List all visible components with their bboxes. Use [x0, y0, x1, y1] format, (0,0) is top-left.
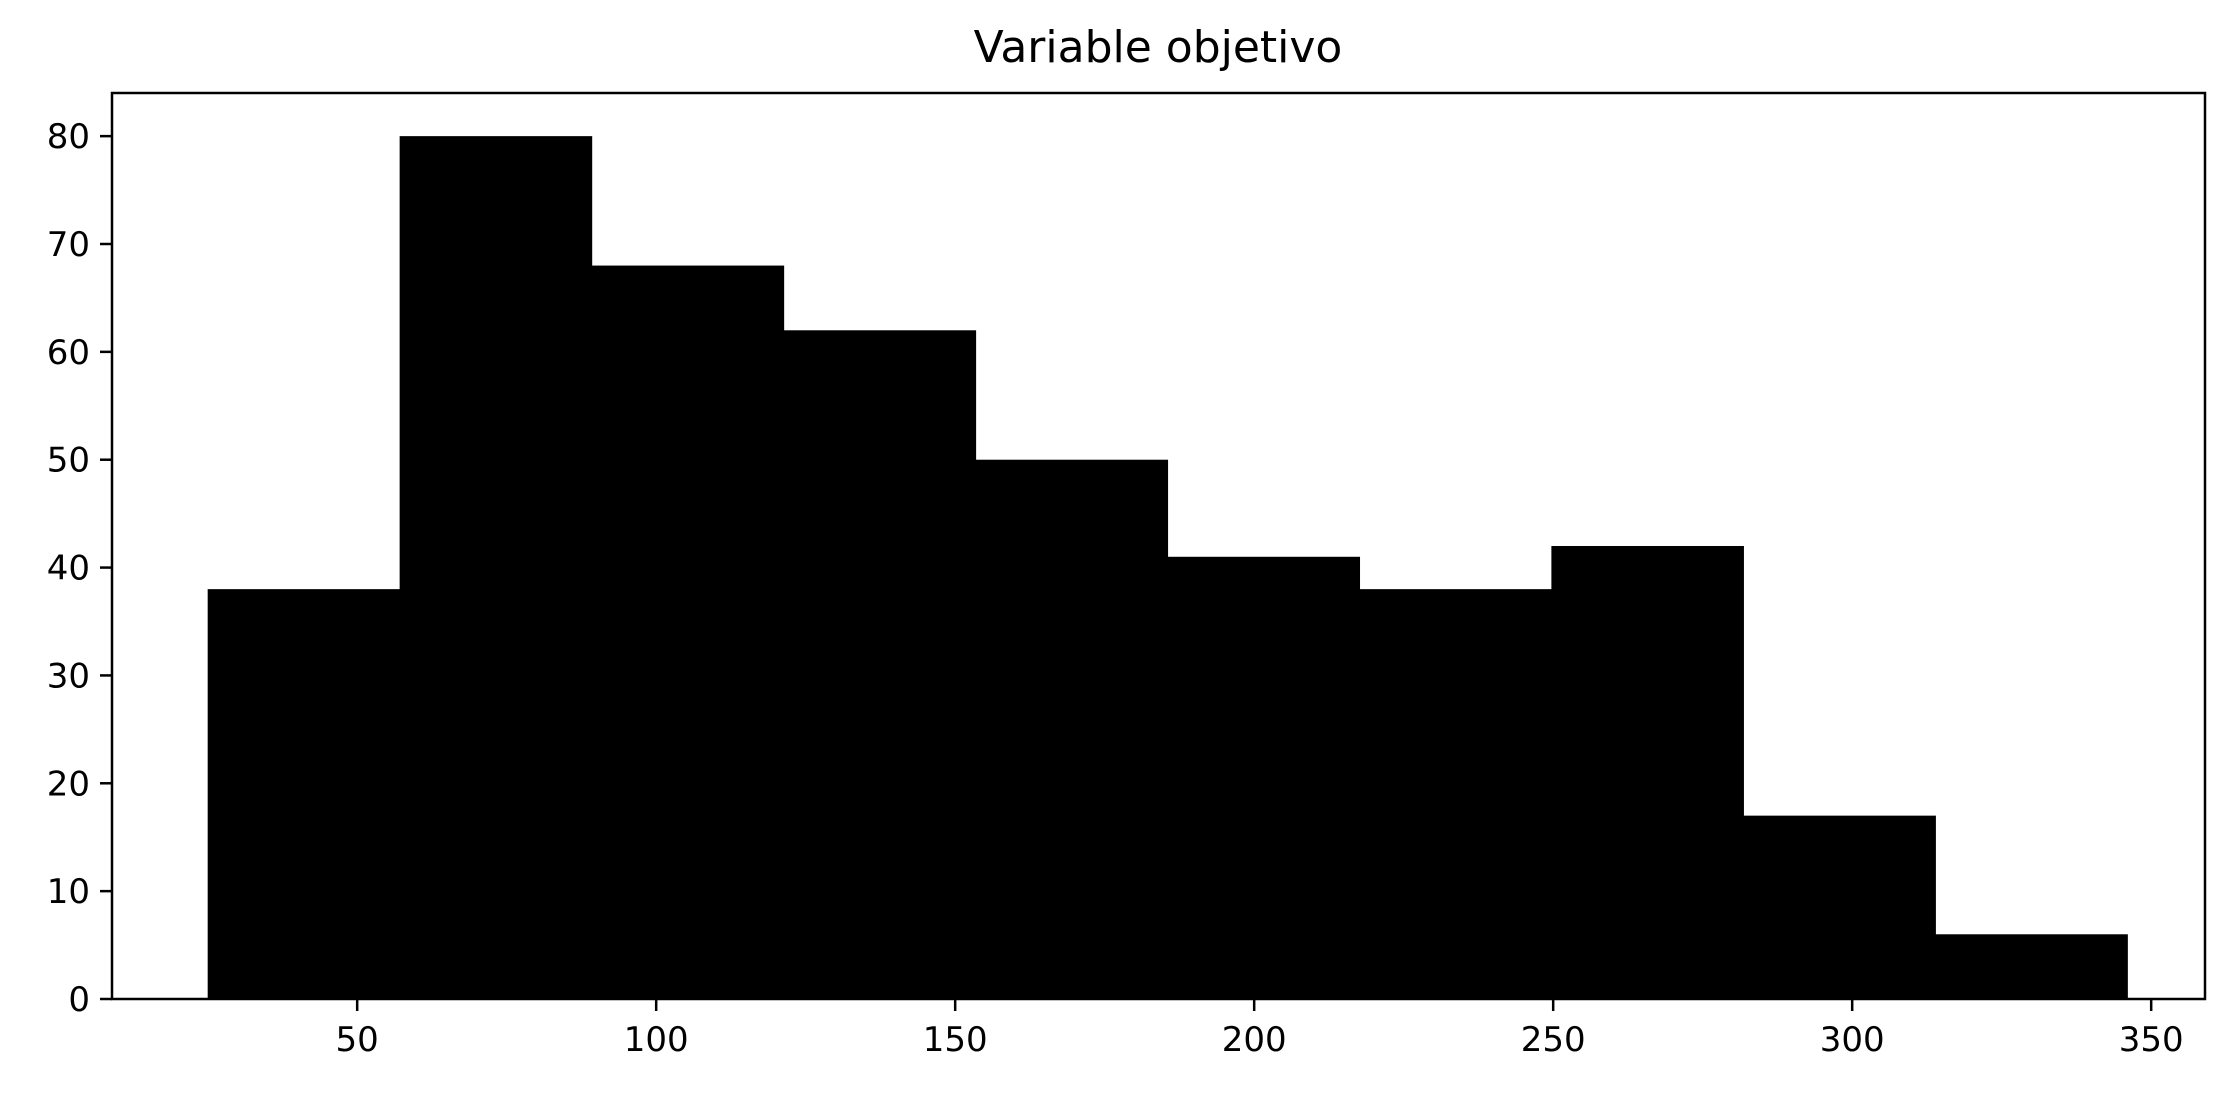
y-tick-label: 20: [47, 764, 90, 804]
histogram-bar: [207, 589, 401, 999]
x-tick-label: 200: [1222, 1020, 1287, 1060]
chart-title: Variable objetivo: [974, 22, 1343, 73]
bars-layer: [207, 136, 2128, 1000]
histogram-bar: [1551, 546, 1744, 999]
histogram-bar: [399, 136, 593, 1000]
y-tick-label: 40: [47, 549, 90, 589]
histogram-bar: [975, 459, 1169, 999]
x-tick-label: 100: [624, 1020, 689, 1060]
histogram-bar: [1167, 556, 1361, 999]
y-axis-ticks: 0 10 20 30 40 50 60 70 80: [47, 117, 112, 1020]
plot-frame: [110, 91, 2207, 1001]
y-tick-label: 0: [68, 980, 90, 1020]
y-tick-label: 80: [47, 117, 90, 157]
histogram-bar: [1743, 815, 1936, 999]
y-tick-label: 10: [47, 872, 90, 912]
x-axis-ticks: 50 100 150 200 250 300 350: [336, 999, 2184, 1060]
histogram-bar: [1935, 934, 2128, 999]
x-tick-label: 50: [336, 1020, 379, 1060]
y-tick-label: 70: [47, 225, 90, 265]
y-tick-label: 30: [47, 656, 90, 696]
y-tick-label: 60: [47, 333, 90, 373]
histogram-bar: [1359, 589, 1552, 999]
x-tick-label: 300: [1820, 1020, 1885, 1060]
histogram-bar: [783, 330, 977, 999]
x-tick-label: 250: [1521, 1020, 1586, 1060]
x-tick-label: 350: [2119, 1020, 2184, 1060]
histogram-bar: [591, 265, 785, 1000]
y-tick-label: 50: [47, 441, 90, 481]
x-tick-label: 150: [923, 1020, 988, 1060]
